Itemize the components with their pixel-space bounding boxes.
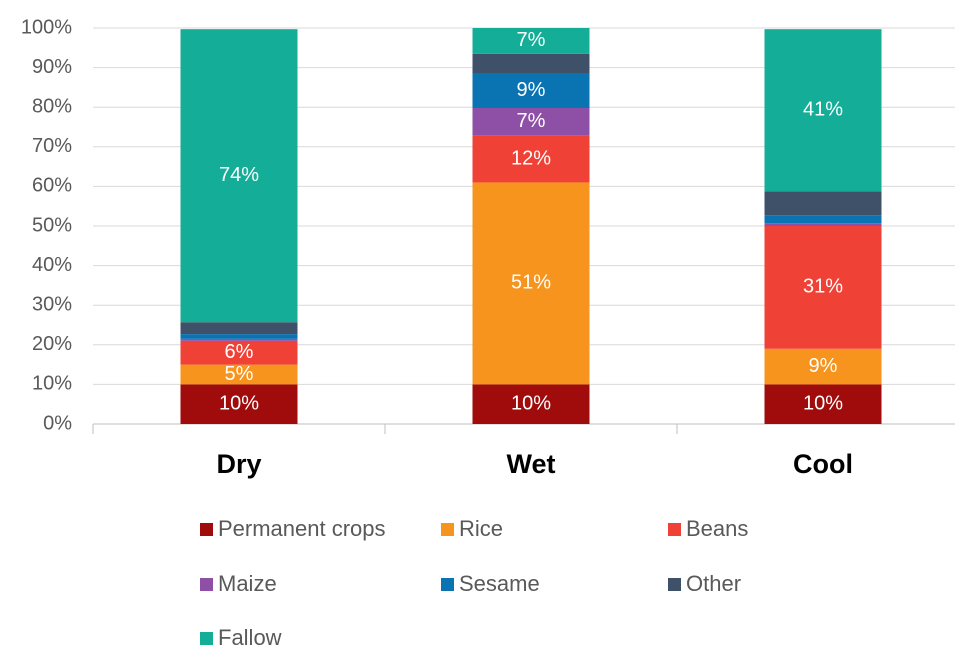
y-tick-label: 10% [32,373,72,395]
bar-segment [180,334,298,339]
legend-swatch [441,523,454,536]
y-tick-label: 30% [32,293,72,315]
data-label: 10% [511,392,551,414]
x-tick-label: Dry [216,449,261,479]
bar-segment [180,340,298,365]
data-label: 10% [803,392,843,414]
y-tick-label: 40% [32,254,72,276]
y-tick-label: 50% [32,214,72,236]
legend-label: Sesame [459,571,540,596]
legend-label: Rice [459,516,503,541]
bar-segment [764,215,882,224]
legend-swatch [668,523,681,536]
bar-segment [472,53,590,74]
legend-swatch [441,578,454,591]
bar-segment [180,338,298,341]
bar-segment [764,29,882,192]
y-tick-label: 80% [32,95,72,117]
x-tick-label: Cool [793,449,853,479]
data-label: 12% [511,147,551,169]
y-tick-label: 70% [32,135,72,157]
bar-segment [764,223,882,226]
data-label: 5% [225,363,254,385]
bar-segment [472,107,590,136]
y-tick-label: 20% [32,333,72,355]
bar-segment [180,29,298,323]
legend-label: Fallow [218,625,282,648]
legend-label: Other [686,571,741,596]
legend-swatch [200,578,213,591]
data-label: 6% [225,341,254,363]
bar-segment [180,322,298,335]
data-label: 51% [511,272,551,294]
legend-swatch [200,632,213,645]
legend-label: Permanent crops [218,516,386,541]
legend-label: Beans [686,516,748,541]
data-label: 7% [517,29,546,51]
y-tick-label: 90% [32,56,72,78]
data-label: 9% [517,79,546,101]
y-tick-label: 0% [43,412,72,434]
data-label: 9% [809,355,838,377]
legend-swatch [668,578,681,591]
bar-segment [764,348,882,385]
data-label: 7% [517,110,546,132]
bar-segment [180,364,298,385]
x-tick-label: Wet [506,449,555,479]
data-label: 41% [803,99,843,121]
legend-swatch [200,523,213,536]
bar-segment [472,135,590,183]
bar-segment [472,182,590,385]
y-tick-label: 100% [21,16,72,38]
data-label: 31% [803,276,843,298]
bar-segment [472,73,590,108]
y-tick-label: 60% [32,175,72,197]
data-label: 74% [219,164,259,186]
bar-segment [764,226,882,349]
legend-label: Maize [218,571,277,596]
bar-segment [472,28,590,54]
bar-segment [472,384,590,424]
bar-segment [764,384,882,424]
data-label: 10% [219,392,259,414]
bar-segment [764,191,882,216]
bar-segment [180,384,298,424]
